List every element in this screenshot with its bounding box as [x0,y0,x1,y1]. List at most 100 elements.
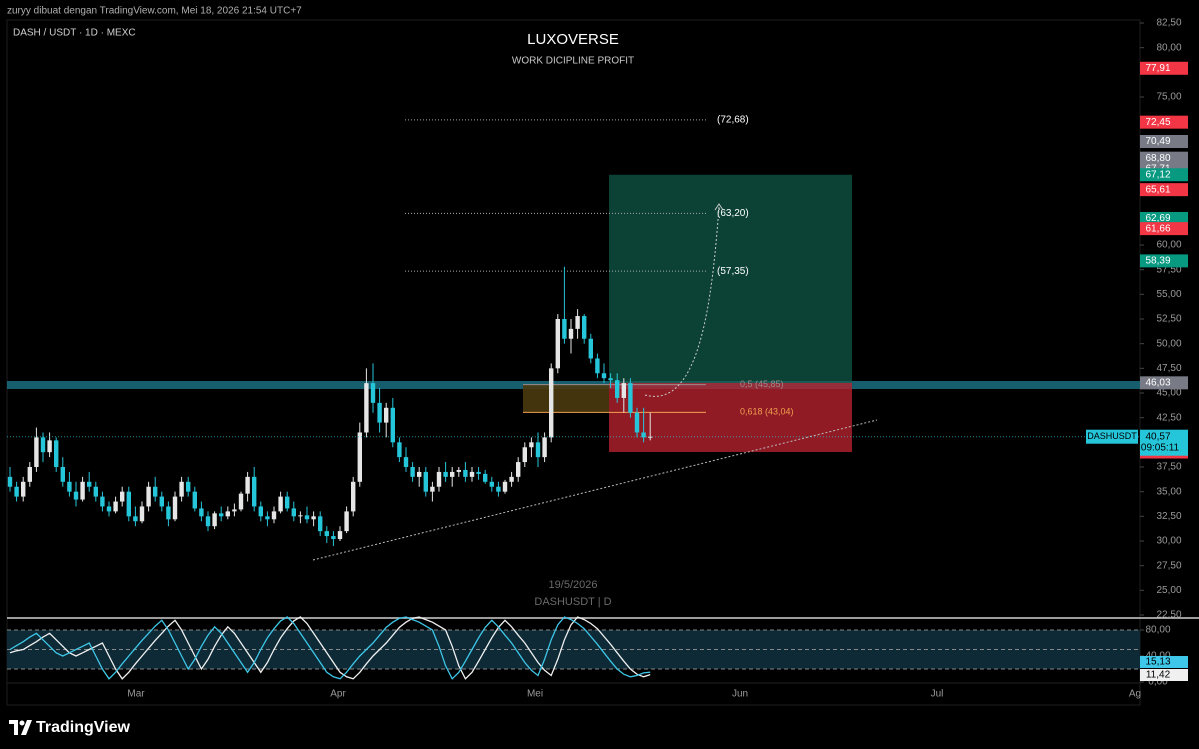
candle-body [443,471,448,477]
y-tick-label: 42,50 [1156,412,1181,423]
candle-body [463,469,468,477]
y-tick-label: 55,00 [1156,289,1181,300]
candle-body [351,481,356,512]
candle-body [522,447,527,463]
candle-body [179,481,184,497]
candle-body [93,486,98,497]
stop-zone [609,382,852,453]
candle-body [384,407,389,423]
y-tick-label: 60,00 [1156,240,1181,251]
x-tick-label: Apr [330,689,346,700]
candle-body [595,358,600,374]
y-tick-label: 57,50 [1156,264,1181,275]
price-badge [1140,376,1188,390]
candle-body [21,481,26,497]
y-tick-label: 22,50 [1156,610,1181,621]
candle-body [245,476,250,494]
y-tick-label: 75,00 [1156,92,1181,103]
y-tick-label: 37,50 [1156,462,1181,473]
projection-curve [644,206,720,397]
candle-body [238,493,244,510]
fib-label: 0,5 (45,85) [740,379,784,389]
candle-body [489,481,494,487]
x-tick-label: Mar [127,689,145,700]
candle-body [496,486,501,492]
fib-zone [523,384,609,413]
y-tick-label: 52,50 [1156,314,1181,325]
symbol-tag-bg [1086,429,1138,444]
price-badge [1140,183,1188,197]
target-level-label: (63,20) [717,208,749,219]
symbol-info: DASH / USDT · 1D · MEXC [13,28,136,39]
candle-body [159,496,164,507]
chart-subtitle: WORK DICIPLINE PROFIT [512,56,634,67]
candle-body [430,486,435,492]
candle-body [588,338,593,359]
band-fill [7,630,1140,669]
candle-body [634,412,640,433]
price-badge-label: 65,61 [1145,184,1170,195]
candle-body [562,319,567,339]
symbol-tag: DASHUSDT [1087,431,1137,441]
candle-body [542,437,547,458]
fib-label: 0,618 (43,04) [740,407,794,417]
x-tick-label: Ag [1129,689,1141,700]
y-tick-label: 30,00 [1156,536,1181,547]
candle-body [575,316,580,329]
last-price-badge [1140,429,1188,456]
y-tick-label: 80,00 [1156,42,1181,53]
price-badge [1140,168,1188,182]
y-tick-label: 82,50 [1156,18,1181,29]
logo-dot [19,720,25,726]
oscillator-badge [1140,656,1188,668]
projection-arrow [714,203,724,211]
candle-body [423,471,428,492]
target-level-label: (57,35) [717,266,749,277]
candle-body [601,373,607,379]
candle-body [370,383,376,403]
drawings: 0,5 (45,85) 0,618 (43,04) (72,68) (63,20) (5… [7,115,1140,453]
y-tick-label: 80,00 [1145,625,1170,636]
candle-body [337,531,343,540]
price-badge [1140,254,1188,268]
candle-body [298,515,303,517]
target-level-label: (72,68) [717,115,749,126]
candle-body [80,481,85,500]
candle-body [258,506,263,517]
candle-body [502,481,508,492]
candle-body [7,476,13,487]
candle-body [324,531,329,537]
plot-frame [6,19,1141,706]
candle-body [153,486,158,497]
brand[interactable]: TradingView [36,719,131,736]
candle-body [436,471,442,487]
candle-body [509,476,514,482]
candle-body [106,506,112,512]
y-tick-label: 32,50 [1156,511,1181,522]
oscillator-badge [1140,669,1188,681]
candle-body [476,471,481,474]
candle-body [199,508,204,517]
price-badge [1140,151,1188,165]
price-badge-label: 61,66 [1145,223,1170,234]
price-badge [1140,115,1188,129]
candle-body [291,508,296,517]
candle-body [549,368,554,438]
candle-body [192,491,197,509]
candle-body [205,516,211,527]
candle-body [87,481,92,487]
y-tick-label: 0,00 [1148,677,1168,688]
candle-body [529,442,534,448]
countdown: 09:05:11 [1141,442,1180,453]
price-badge-label: 72,45 [1145,117,1170,128]
candle-body [34,437,39,467]
candle-body [456,469,461,472]
candle-body [172,496,178,520]
y-tick-label: 35,00 [1156,486,1181,497]
candle-body [60,467,65,482]
overlay [312,203,878,561]
target-zone [609,174,852,383]
price-badge [1140,134,1188,148]
last-price-label: 40,57 [1145,431,1170,442]
candle-body [252,476,257,507]
